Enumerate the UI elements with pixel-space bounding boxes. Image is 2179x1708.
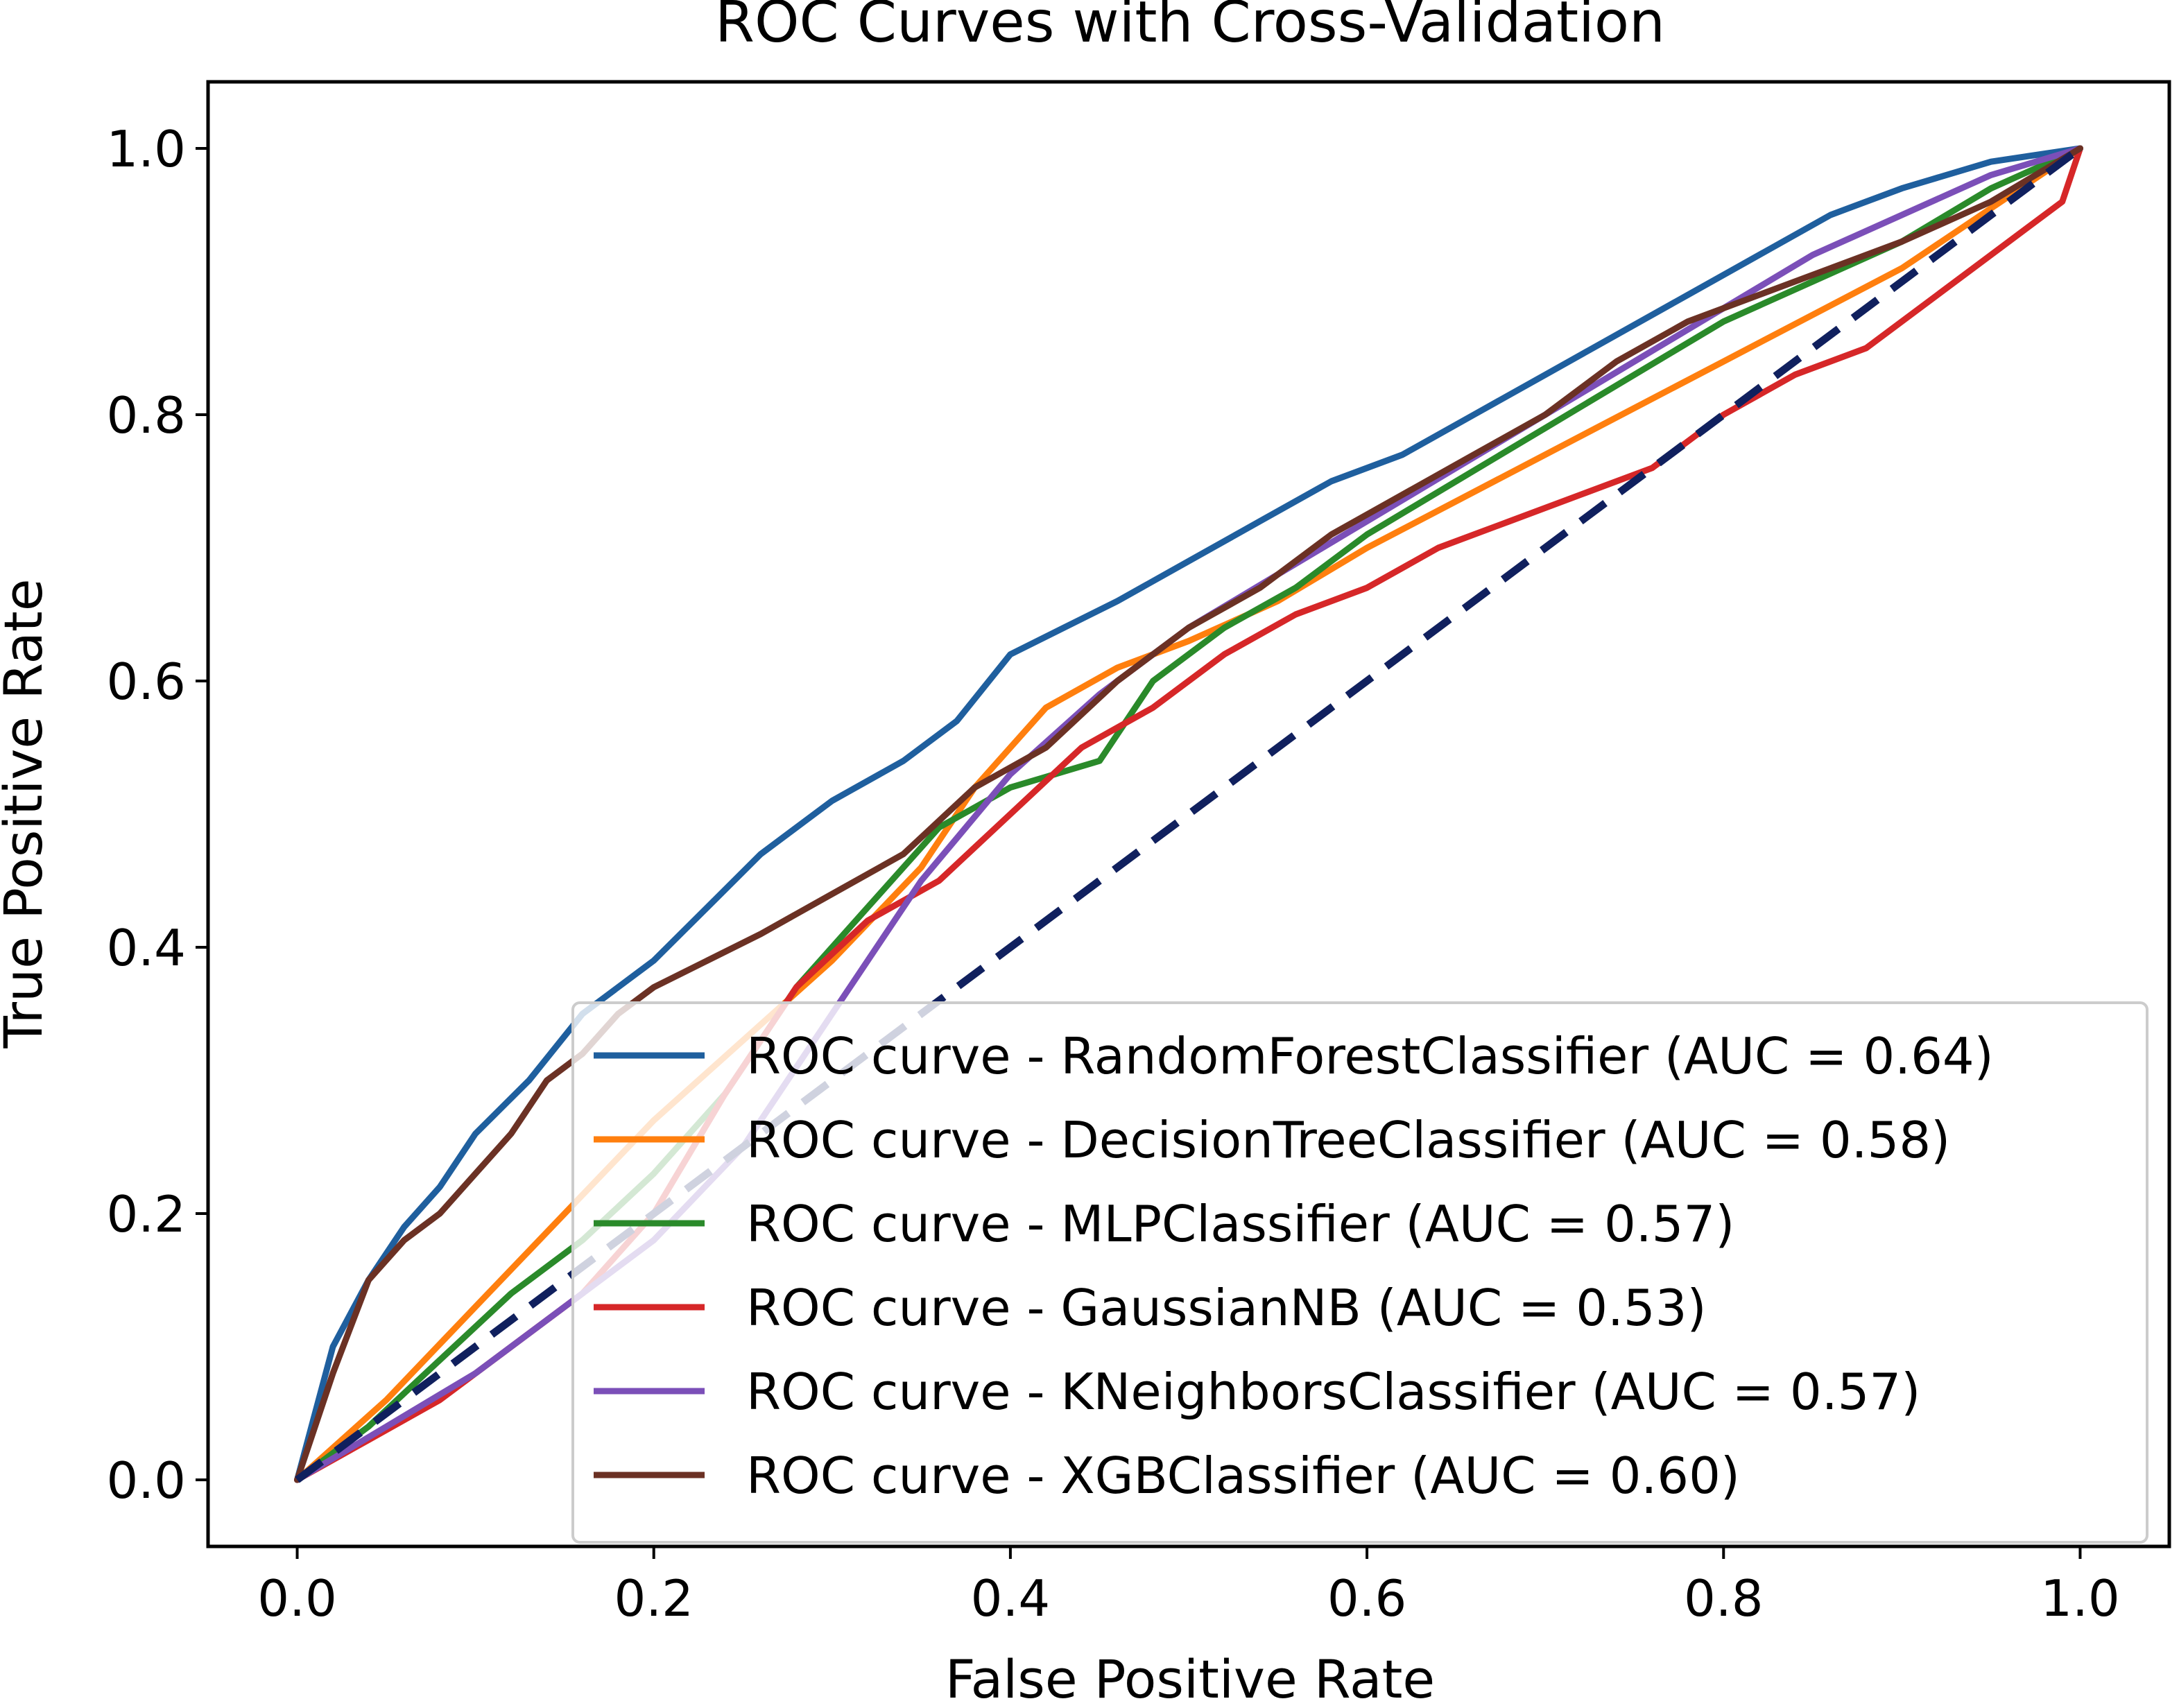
- plot-area: 0.0 0.2 0.4 0.6 0.8 1.0 0.0 0.2 0.4 0.6 0.8 1.0: [106, 80, 2171, 1628]
- x-tick-label: 0.0: [257, 1569, 337, 1628]
- x-axis-label: False Positive Rate: [945, 1648, 1435, 1708]
- legend-label-4: ROC curve - KNeighborsClassifier (AUC = …: [746, 1363, 1920, 1421]
- x-tick-label: 0.6: [1327, 1569, 1407, 1628]
- series-line-5: [294, 145, 2083, 1483]
- y-tick-label: 0.6: [106, 653, 186, 711]
- y-tick-label: 0.2: [106, 1185, 186, 1243]
- plot-frame: [206, 80, 2171, 1549]
- legend-label-5: ROC curve - XGBClassifier (AUC = 0.60): [746, 1447, 1740, 1505]
- chance-diagonal-line: [295, 145, 2083, 1483]
- y-tick-label: 1.0: [106, 120, 186, 178]
- legend-box: [571, 1001, 2148, 1544]
- x-tick-label: 0.8: [1684, 1569, 1764, 1628]
- y-tick-label: 0.8: [106, 386, 186, 445]
- series-line-1: [294, 145, 2083, 1483]
- legend-label-1: ROC curve - DecisionTreeClassifier (AUC …: [746, 1111, 1950, 1169]
- legend-label-2: ROC curve - MLPClassifier (AUC = 0.57): [746, 1195, 1734, 1253]
- series-line-0: [294, 145, 2083, 1483]
- legend-label-3: ROC curve - GaussianNB (AUC = 0.53): [746, 1279, 1707, 1337]
- x-tick-label: 0.2: [614, 1569, 694, 1628]
- x-tick-label: 0.4: [971, 1569, 1051, 1628]
- chart-title: ROC Curves with Cross-Validation: [715, 0, 1665, 55]
- legend: ROC curve - RandomForestClassifier (AUC …: [571, 1001, 2148, 1544]
- x-tick-label: 1.0: [2040, 1569, 2120, 1628]
- y-tick-label: 0.0: [106, 1451, 186, 1510]
- y-axis-label: True Positive Rate: [0, 579, 54, 1049]
- y-tick-label: 0.4: [106, 919, 186, 977]
- legend-label-0: ROC curve - RandomForestClassifier (AUC …: [746, 1027, 1994, 1085]
